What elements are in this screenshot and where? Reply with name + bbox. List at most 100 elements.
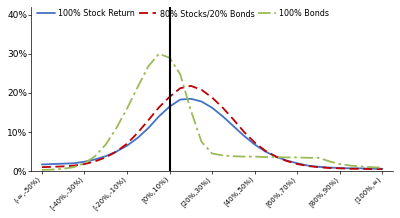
80% Stocks/20% Bonds (359, 167, 364, 170)
100% Bonds (274, 156, 278, 158)
100% Bonds (348, 164, 353, 167)
100% Bonds (167, 56, 172, 59)
100% Bonds (72, 166, 76, 169)
100% Bonds (252, 155, 257, 158)
100% Stock Return (146, 127, 151, 129)
80% Stocks/20% Bonds (61, 165, 66, 168)
100% Bonds (284, 156, 289, 159)
80% Stocks/20% Bonds (178, 87, 183, 90)
80% Stocks/20% Bonds (295, 163, 300, 165)
80% Stocks/20% Bonds (146, 119, 151, 122)
Line: 100% Bonds: 100% Bonds (42, 54, 382, 170)
100% Stock Return (135, 136, 140, 139)
100% Bonds (93, 155, 98, 158)
80% Stocks/20% Bonds (93, 160, 98, 163)
100% Bonds (338, 163, 342, 165)
100% Bonds (199, 140, 204, 143)
80% Stocks/20% Bonds (72, 164, 76, 167)
100% Bonds (359, 165, 364, 168)
80% Stocks/20% Bonds (50, 165, 55, 168)
100% Bonds (178, 73, 183, 75)
100% Bonds (295, 156, 300, 159)
80% Stocks/20% Bonds (348, 167, 353, 170)
100% Stock Return (178, 98, 183, 101)
100% Bonds (50, 168, 55, 171)
100% Stock Return (210, 106, 214, 109)
100% Stock Return (263, 150, 268, 153)
100% Stock Return (327, 166, 332, 169)
100% Stock Return (242, 135, 246, 137)
80% Stocks/20% Bonds (103, 156, 108, 159)
100% Bonds (220, 154, 225, 157)
80% Stocks/20% Bonds (316, 166, 321, 169)
80% Stocks/20% Bonds (338, 167, 342, 170)
80% Stocks/20% Bonds (156, 106, 161, 109)
100% Stock Return (348, 167, 353, 170)
100% Stock Return (72, 162, 76, 165)
100% Stock Return (103, 155, 108, 158)
100% Stock Return (252, 143, 257, 146)
80% Stocks/20% Bonds (114, 150, 119, 153)
Line: 80% Stocks/20% Bonds: 80% Stocks/20% Bonds (42, 86, 382, 169)
100% Stock Return (316, 165, 321, 168)
100% Bonds (61, 167, 66, 170)
100% Stock Return (125, 144, 130, 147)
100% Bonds (135, 86, 140, 88)
100% Bonds (242, 155, 246, 158)
100% Bonds (156, 53, 161, 55)
100% Bonds (82, 162, 87, 165)
100% Stock Return (50, 163, 55, 165)
100% Bonds (114, 127, 119, 129)
80% Stocks/20% Bonds (125, 142, 130, 145)
80% Stocks/20% Bonds (231, 118, 236, 121)
80% Stocks/20% Bonds (220, 106, 225, 109)
100% Stock Return (40, 163, 44, 166)
100% Bonds (380, 166, 385, 169)
100% Bonds (369, 166, 374, 169)
100% Bonds (316, 157, 321, 159)
100% Bonds (263, 156, 268, 158)
100% Stock Return (93, 158, 98, 161)
100% Stock Return (338, 167, 342, 169)
100% Bonds (146, 65, 151, 68)
100% Bonds (231, 155, 236, 158)
80% Stocks/20% Bonds (40, 166, 44, 169)
100% Stock Return (295, 162, 300, 165)
100% Stock Return (369, 167, 374, 170)
100% Bonds (327, 160, 332, 163)
100% Stock Return (380, 167, 385, 170)
100% Bonds (306, 157, 310, 159)
80% Stocks/20% Bonds (306, 165, 310, 167)
100% Stock Return (274, 155, 278, 158)
100% Stock Return (306, 164, 310, 167)
80% Stocks/20% Bonds (135, 131, 140, 134)
80% Stocks/20% Bonds (82, 163, 87, 165)
100% Bonds (103, 143, 108, 146)
100% Stock Return (359, 167, 364, 170)
Line: 100% Stock Return: 100% Stock Return (42, 99, 382, 169)
100% Stock Return (220, 115, 225, 118)
80% Stocks/20% Bonds (284, 160, 289, 162)
100% Stock Return (284, 159, 289, 162)
100% Stock Return (156, 115, 161, 118)
100% Stock Return (199, 100, 204, 103)
80% Stocks/20% Bonds (380, 168, 385, 170)
80% Stocks/20% Bonds (242, 131, 246, 133)
80% Stocks/20% Bonds (199, 89, 204, 91)
80% Stocks/20% Bonds (327, 167, 332, 169)
80% Stocks/20% Bonds (274, 155, 278, 158)
100% Bonds (125, 107, 130, 110)
100% Stock Return (61, 162, 66, 165)
100% Stock Return (167, 105, 172, 108)
80% Stocks/20% Bonds (263, 150, 268, 152)
Legend: 100% Stock Return, 80% Stocks/20% Bonds, 100% Bonds: 100% Stock Return, 80% Stocks/20% Bonds,… (35, 8, 331, 20)
80% Stocks/20% Bonds (369, 168, 374, 170)
80% Stocks/20% Bonds (252, 141, 257, 144)
100% Bonds (210, 152, 214, 155)
80% Stocks/20% Bonds (188, 85, 193, 87)
100% Stock Return (231, 125, 236, 128)
100% Bonds (188, 109, 193, 112)
100% Bonds (40, 169, 44, 171)
100% Stock Return (82, 160, 87, 163)
80% Stocks/20% Bonds (167, 95, 172, 98)
